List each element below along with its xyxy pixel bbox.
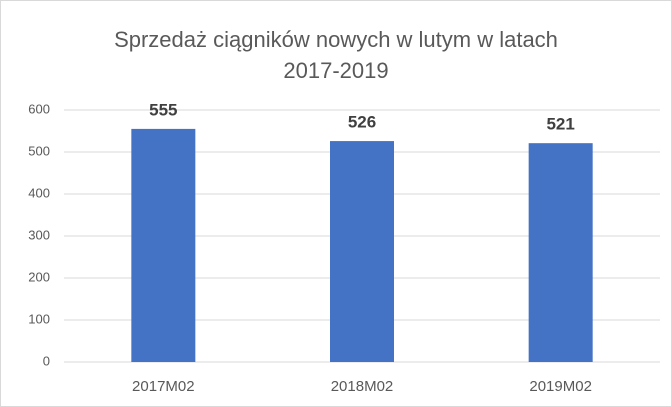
y-tick-label: 500 <box>28 143 50 158</box>
bar <box>131 128 196 362</box>
chart-title: Sprzedaż ciągników nowych w lutym w lata… <box>114 27 558 83</box>
bar <box>330 141 394 362</box>
x-tick-label: 2019M02 <box>529 378 592 395</box>
y-tick-label: 200 <box>28 269 50 284</box>
y-tick-label: 300 <box>28 227 50 242</box>
data-label: 521 <box>546 115 574 134</box>
x-tick-label: 2017M02 <box>132 378 195 395</box>
y-tick-label: 100 <box>28 311 50 326</box>
x-tick-label: 2018M02 <box>331 378 394 395</box>
y-tick-label: 400 <box>28 185 50 200</box>
bar <box>528 143 593 362</box>
y-tick-label: 600 <box>28 101 50 116</box>
data-label: 526 <box>348 113 376 132</box>
y-tick-label: 0 <box>43 353 50 368</box>
data-label: 555 <box>149 100 177 119</box>
